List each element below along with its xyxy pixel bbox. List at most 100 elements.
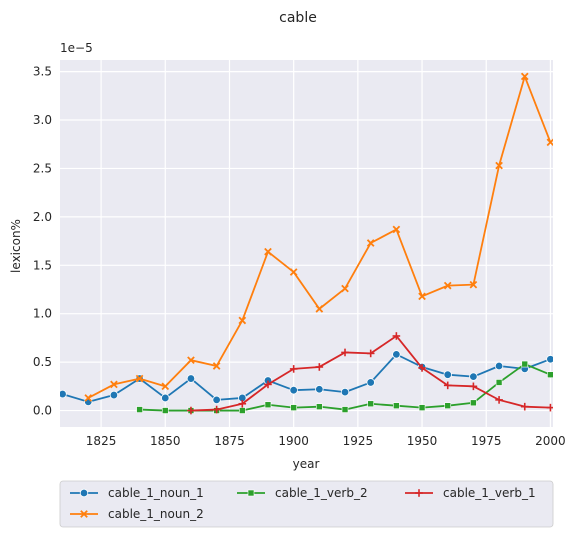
x-tick-label: 1875	[214, 434, 245, 448]
x-tick-label: 1850	[150, 434, 181, 448]
data-point-cable_1_verb_2	[521, 360, 529, 368]
data-point-cable_1_noun_2	[520, 72, 529, 81]
data-point-cable_1_noun_2	[546, 138, 553, 147]
data-point-cable_1_noun_1	[494, 361, 504, 371]
data-point-cable_1_verb_2	[264, 401, 272, 409]
y-scale-note: 1e−5	[60, 41, 93, 55]
data-point-cable_1_verb_2	[418, 404, 426, 411]
data-point-cable_1_verb_1	[289, 365, 298, 373]
data-point-cable_1_verb_2	[290, 404, 297, 411]
x-axis-label: year	[293, 457, 320, 471]
x-tick-label: 1975	[471, 434, 502, 448]
data-point-cable_1_noun_1	[109, 390, 119, 400]
data-point-cable_1_verb_2	[136, 406, 143, 413]
data-point-cable_1_verb_1	[392, 332, 401, 340]
data-point-cable_1_noun_2	[135, 374, 144, 383]
data-point-cable_1_noun_1	[392, 350, 401, 359]
chart-title: cable	[279, 10, 317, 26]
data-point-cable_1_verb_2	[161, 407, 169, 414]
data-point-cable_1_verb_1	[443, 381, 452, 390]
data-point-cable_1_noun_2	[443, 281, 452, 290]
data-point-cable_1_noun_1	[161, 393, 170, 403]
data-point-cable_1_noun_1	[366, 378, 375, 387]
data-point-cable_1_noun_2	[341, 284, 349, 293]
legend: cable_1_noun_1 cable_1_noun_2 cable_1_verb…	[59, 480, 554, 528]
data-point-cable_1_noun_1	[186, 374, 196, 383]
legend-label: cable_1_verb_2	[275, 486, 368, 500]
y-tick-label: 3.5	[33, 65, 52, 79]
data-point-cable_1_noun_2	[366, 239, 375, 247]
data-point-cable_1_noun_2	[84, 394, 93, 402]
legend-item-cable_1_verb_1: cable_1_verb_1	[405, 486, 536, 500]
data-point-cable_1_noun_2	[212, 362, 221, 370]
series-layer	[60, 72, 553, 415]
y-tick-label: 1.0	[33, 307, 52, 321]
data-point-cable_1_noun_1	[289, 386, 298, 395]
data-point-cable_1_verb_1	[366, 349, 375, 358]
data-point-cable_1_verb_1	[495, 396, 503, 404]
data-point-cable_1_noun_2	[469, 280, 478, 289]
data-point-cable_1_noun_1	[340, 387, 350, 397]
data-point-cable_1_noun_1	[212, 395, 221, 405]
x-tick-label: 1925	[343, 434, 374, 448]
data-point-cable_1_noun_1	[469, 372, 478, 381]
legend-label: cable_1_noun_2	[108, 507, 204, 521]
x-tick-label: 1825	[86, 434, 117, 448]
legend-item-cable_1_noun_1: cable_1_noun_1	[70, 486, 204, 500]
data-point-cable_1_verb_1	[187, 406, 195, 415]
data-point-cable_1_verb_2	[239, 407, 246, 414]
data-point-cable_1_noun_2	[315, 305, 324, 313]
y-tick-label: 0.5	[33, 355, 52, 369]
data-point-cable_1_noun_2	[238, 316, 247, 325]
data-point-cable_1_verb_2	[495, 379, 503, 386]
data-point-cable_1_noun_2	[392, 225, 401, 234]
y-axis-label: lexicon%	[9, 219, 23, 273]
legend-swatch-marker	[247, 489, 255, 497]
y-tick-label: 1.5	[33, 258, 52, 272]
data-point-cable_1_noun_1	[546, 355, 553, 364]
data-point-cable_1_verb_2	[444, 402, 452, 409]
data-point-cable_1_noun_2	[110, 380, 118, 389]
plot-area: 1825 1850 1875 1900 1925 1950 1975 2000 0.0 0.5 1.…	[33, 60, 566, 448]
legend-label: cable_1_verb_1	[443, 486, 536, 500]
x-tick-label: 1950	[407, 434, 438, 448]
series-line-cable_1_noun_1	[62, 353, 551, 403]
legend-item-cable_1_noun_2: cable_1_noun_2	[70, 507, 204, 521]
x-tick-label: 2000	[535, 434, 566, 448]
legend-label: cable_1_noun_1	[108, 486, 204, 500]
data-point-cable_1_noun_2	[264, 247, 272, 256]
data-point-cable_1_noun_2	[495, 161, 503, 170]
data-point-cable_1_noun_2	[187, 356, 195, 365]
data-point-cable_1_verb_1	[264, 380, 272, 389]
legend-swatch-marker	[80, 510, 88, 518]
data-point-cable_1_verb_1	[520, 402, 529, 411]
data-point-cable_1_noun_2	[418, 292, 426, 301]
data-point-cable_1_noun_2	[289, 268, 298, 276]
data-point-cable_1_verb_2	[367, 400, 374, 408]
data-point-cable_1_verb_1	[546, 403, 553, 412]
data-point-cable_1_verb_1	[315, 363, 324, 371]
data-point-cable_1_verb_2	[341, 406, 349, 413]
data-point-cable_1_verb_2	[470, 399, 477, 407]
plot-background	[60, 60, 553, 427]
y-tick-label: 0.0	[33, 404, 52, 418]
data-point-cable_1_noun_1	[315, 385, 324, 394]
data-point-cable_1_noun_1	[60, 389, 67, 399]
data-point-cable_1_verb_1	[238, 399, 247, 408]
data-point-cable_1_verb_1	[469, 382, 478, 391]
data-point-cable_1_verb_1	[341, 348, 349, 357]
legend-item-cable_1_verb_2: cable_1_verb_2	[237, 486, 368, 500]
data-point-cable_1_noun_1	[443, 370, 452, 379]
data-point-cable_1_verb_2	[547, 371, 553, 379]
data-point-cable_1_noun_2	[161, 382, 170, 391]
data-point-cable_1_verb_2	[316, 403, 323, 410]
y-tick-label: 3.0	[33, 113, 52, 127]
x-tick-label: 1900	[278, 434, 309, 448]
data-point-cable_1_verb_2	[393, 402, 400, 409]
y-tick-label: 2.0	[33, 210, 52, 224]
data-point-cable_1_verb_1	[212, 405, 221, 414]
y-tick-label: 2.5	[33, 161, 52, 175]
legend-swatch-marker	[79, 488, 89, 498]
